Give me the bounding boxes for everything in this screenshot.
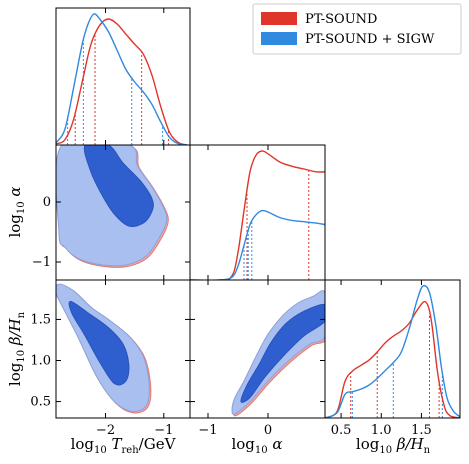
y-tick-label-beta: 1.5 [30, 312, 51, 327]
x-axis-label-T: log10 Treh/GeV [71, 435, 177, 456]
legend-swatch-0 [261, 12, 297, 25]
blue-inner-contour [83, 145, 154, 228]
red-marginal-curve [56, 18, 188, 145]
panels-layer: 0.5 1.0 1.5 −1 0 −2 −1 0.5 1.0 1.5 −1 0 log10 Treh/G… [6, 7, 461, 456]
blue-marginal-curve [325, 284, 460, 418]
x-tick-label-beta: 0.5 [331, 423, 352, 438]
y-tick-label-alpha: −1 [32, 255, 51, 270]
x-tick-label-T: −1 [154, 423, 173, 438]
x-tick-label-beta: 1.0 [371, 423, 392, 438]
red-marginal-curve [325, 300, 460, 418]
blue-marginal-curve [190, 209, 325, 280]
blue-marginal-curve [56, 13, 188, 145]
y-axis-label-alpha: log10 α [6, 186, 27, 237]
legend-label-0: PT-SOUND [305, 12, 377, 27]
red-marginal-curve [190, 150, 325, 280]
x-tick-label-T: −2 [96, 423, 115, 438]
x-axis-label-alpha: log10 α [231, 435, 282, 456]
y-tick-label-alpha: 0 [43, 195, 51, 210]
blue-inner-contour [68, 300, 130, 386]
y-tick-label-beta: 1.0 [30, 354, 51, 369]
x-axis-label-beta: log10 β/Hn [356, 435, 431, 456]
contour-beta_vs_alpha [231, 290, 325, 417]
legend-box [252, 3, 462, 55]
x-tick-label-alpha: −1 [198, 423, 217, 438]
panel-frame [324, 279, 461, 419]
contour-beta_vs_T [56, 283, 152, 414]
contour-alpha_vs_T [56, 145, 169, 268]
legend: PT-SOUND PT-SOUND + SIGW [252, 3, 462, 55]
legend-swatch-1 [261, 32, 297, 45]
x-tick-label-alpha: 0 [264, 423, 272, 438]
blue-inner-contour [240, 303, 325, 403]
x-tick-label-beta: 1.5 [411, 423, 432, 438]
marginal-T [56, 13, 188, 145]
marginal-beta [325, 284, 460, 418]
marginal-alpha [190, 150, 325, 280]
y-axis-label-beta: log10 β/Hn [6, 311, 27, 386]
legend-label-1: PT-SOUND + SIGW [305, 32, 435, 47]
y-tick-label-beta: 0.5 [30, 395, 51, 410]
panel-frame [189, 279, 326, 419]
